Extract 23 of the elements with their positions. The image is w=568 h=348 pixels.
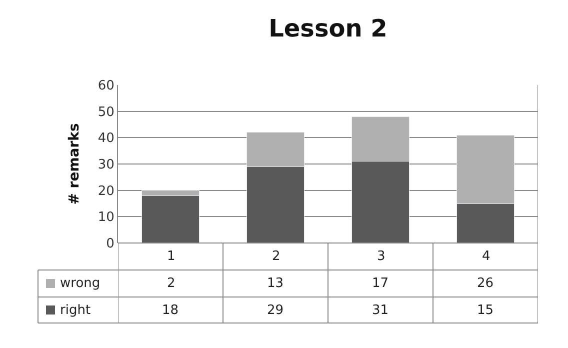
data-label: 18: [162, 303, 179, 318]
legend-label: right: [60, 303, 91, 318]
y-tick-label: 60: [98, 78, 114, 94]
y-tick-label: 10: [98, 210, 114, 226]
x-tick-label: 2: [272, 249, 280, 264]
x-tick-label: 4: [482, 249, 490, 264]
data-label: 15: [477, 303, 494, 318]
y-tick-label: 20: [98, 184, 114, 199]
y-tick-label: 0: [106, 236, 114, 252]
x-tick-label: 1: [167, 249, 176, 264]
legend-label: wrong: [60, 276, 100, 291]
x-tick-label: 3: [377, 249, 386, 264]
data-label: 2: [167, 276, 176, 291]
data-label: 17: [372, 276, 389, 291]
chart-title: Lesson 2: [268, 14, 388, 42]
data-label: 31: [372, 303, 389, 318]
data-label: 29: [267, 303, 284, 318]
y-tick-label: 50: [98, 104, 114, 120]
y-axis-title: # remarks: [66, 123, 82, 205]
y-tick-label: 40: [98, 131, 114, 146]
data-label: 13: [267, 276, 284, 291]
y-tick-label: 30: [98, 158, 114, 173]
data-label: 26: [477, 276, 494, 291]
